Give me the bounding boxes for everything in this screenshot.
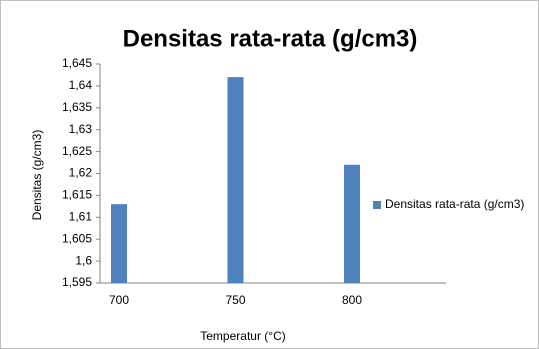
y-tick-label: 1,61 [69,209,93,223]
bar [344,164,360,283]
y-tick-label: 1,595 [62,275,92,289]
bar [227,77,244,283]
y-tick-label: 1,645 [62,56,92,70]
y-tick-label: 1,64 [69,78,93,92]
legend-swatch [373,201,381,209]
y-tick-label: 1,63 [69,122,93,136]
y-tick-label: 1,635 [62,100,92,114]
x-tick-label: 750 [225,293,245,307]
x-tick-label: 700 [109,293,129,307]
y-tick-label: 1,625 [62,144,92,158]
chart-title: Densitas rata-rata (g/cm3) [123,25,418,52]
y-tick-label: 1,605 [62,231,92,245]
bar [111,204,127,283]
x-axis-title: Temperatur (°C) [200,329,285,343]
x-tick-label: 800 [342,293,362,307]
y-tick-label: 1,62 [69,166,93,180]
y-axis-title: Densitas (g/cm3) [30,130,44,221]
y-tick-label: 1,6 [75,253,92,267]
legend-label: Densitas rata-rata (g/cm3) [385,197,524,211]
y-tick-label: 1,615 [62,188,92,202]
